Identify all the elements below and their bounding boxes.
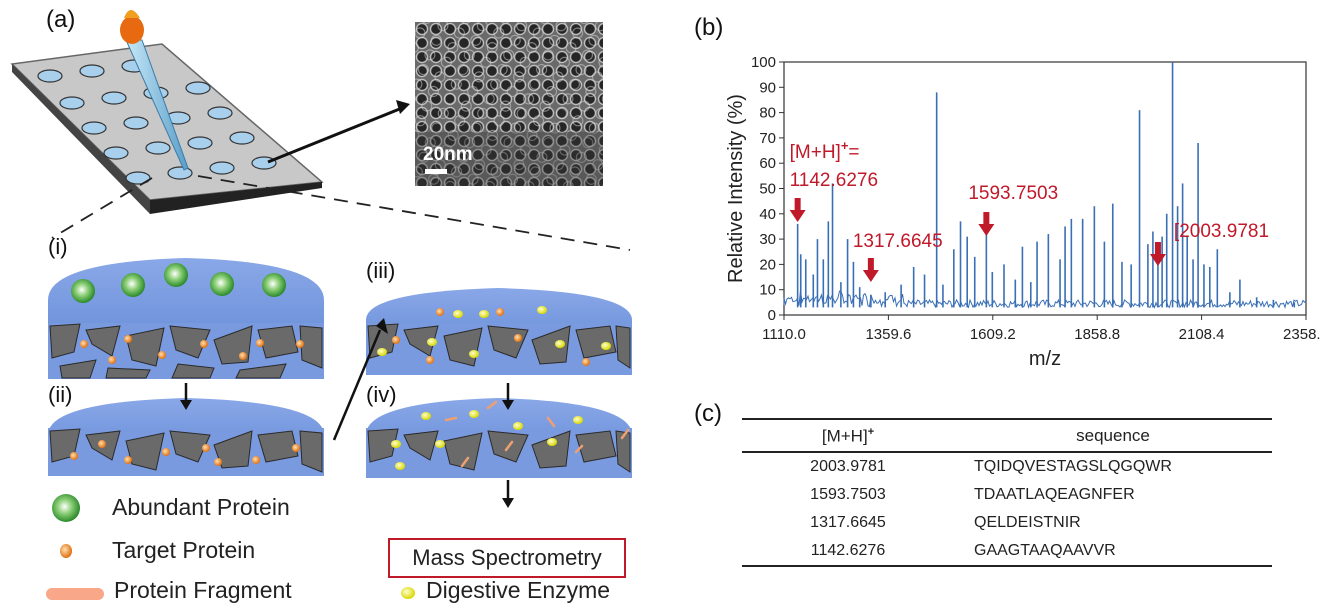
annotation-arrow-shaft: [983, 212, 990, 224]
y-tick-label: 30: [759, 231, 776, 248]
y-tick-label: 40: [759, 206, 776, 223]
y-tick-label: 100: [751, 54, 776, 71]
step-i-drawing: [48, 258, 324, 379]
step-label-i: (i): [48, 234, 68, 259]
peptide-table: [M+H]+ sequence 2003.9781 TQIDQVESTAGSLQG…: [742, 418, 1272, 567]
table-header-row: [M+H]+ sequence: [742, 419, 1272, 452]
scale-bar: [425, 169, 447, 174]
chip-plate-diagram: [10, 10, 632, 600]
tem-arrow: [267, 106, 403, 164]
legend-abundant-protein: Abundant Protein: [112, 494, 290, 520]
cell-mass: 1593.7503: [810, 485, 886, 503]
legend-digestive-enzyme: Digestive Enzyme: [426, 577, 611, 603]
panel-label-b: (b): [694, 14, 724, 41]
tem-micrograph: 20nm: [415, 22, 603, 186]
mass-spectrum-chart: 0 10 20 30 40 50 60 70 80 90 100 1110.0 1359.6 1609.2…: [725, 54, 1320, 370]
x-tick-label: 2108.4: [1179, 326, 1225, 343]
x-axis-label: m/z: [1029, 348, 1061, 370]
legend-target-protein: Target Protein: [112, 537, 256, 563]
table-row: 2003.9781 TQIDQVESTAGSLQGQWR: [742, 452, 1272, 481]
table-row: 1142.6276 GAAGTAAQAAVVR: [742, 537, 1272, 566]
header-mass: [M+H]+: [821, 426, 875, 446]
scale-bar-label: 20nm: [423, 144, 473, 165]
tem-texture: [415, 22, 603, 186]
annotation-arrow-head: [1149, 254, 1166, 266]
header-sequence: sequence: [1076, 426, 1150, 446]
annotation-label: 1142.6276: [790, 170, 878, 191]
annotation-arrow-head: [789, 210, 806, 222]
flow-arrows: [180, 318, 514, 508]
y-tick-label: 0: [768, 307, 776, 324]
cell-sequence: TDAATLAQEAGNFER: [974, 485, 1135, 503]
annotation-label: 1317.6645: [853, 231, 943, 252]
y-tick-label: 80: [759, 105, 776, 122]
annotation-arrow-shaft: [794, 198, 801, 210]
y-tick-label: 70: [759, 130, 776, 147]
x-tick-label: 2358.0: [1283, 326, 1320, 343]
step-ii-drawing: [48, 398, 324, 476]
chart-axes: 0 10 20 30 40 50 60 70 80 90 100 1110.0 1359.6 1609.2…: [725, 54, 1320, 370]
table-row: 1317.6645 QELDEISTNIR: [742, 509, 1272, 537]
spectrum-baseline: [783, 290, 1307, 309]
step-iv-drawing: [366, 398, 632, 478]
annotation-arrow-shaft: [867, 258, 874, 270]
table-body: 2003.9781 TQIDQVESTAGSLQGQWR 1593.7503 TDAA…: [742, 452, 1272, 566]
spectrum-peaks: [783, 62, 1307, 309]
pipette: [120, 10, 189, 171]
annotation-prefix-base: [M+H]: [790, 142, 841, 163]
mass-spectrometry-box: Mass Spectrometry: [388, 538, 626, 578]
annotation-label: [2003.9781: [1174, 221, 1269, 242]
digestive-enzyme-icon: [401, 587, 415, 599]
annotation-arrow-shaft: [1154, 242, 1161, 254]
annotation-prefix-suffix: =: [848, 142, 859, 163]
step-label-ii: (ii): [48, 382, 73, 407]
protein-fragment-icon: [46, 588, 104, 600]
panel-label-c: (c): [694, 400, 722, 427]
peak-annotations: 1142.6276 [M+H]+= 1317.6645 1593.7503 [2003.…: [789, 138, 1269, 282]
annotation-prefix-sup: +: [841, 138, 849, 153]
annotation-label: 1593.7503: [968, 183, 1058, 204]
annotation-arrow-head: [862, 270, 879, 282]
table-row: 1593.7503 TDAATLAQEAGNFER: [742, 481, 1272, 509]
step-label-iii: (iii): [366, 258, 396, 283]
panel-label-a: (a): [46, 6, 76, 33]
y-tick-label: 50: [759, 181, 776, 198]
cell-sequence: TQIDQVESTAGSLQGQWR: [974, 457, 1172, 475]
x-tick-label: 1110.0: [762, 326, 806, 343]
legend-icons: [46, 494, 415, 600]
cell-mass: 1317.6645: [810, 513, 886, 531]
abundant-protein-icon: [52, 494, 80, 522]
annotation-arrow-head: [978, 224, 995, 236]
target-protein-icon: [60, 544, 72, 558]
legend-protein-fragment: Protein Fragment: [114, 577, 292, 603]
y-tick-label: 20: [759, 256, 776, 273]
step-iii-drawing: [366, 288, 632, 375]
x-tick-label: 1858.8: [1074, 326, 1120, 343]
y-tick-label: 90: [759, 79, 776, 96]
cell-mass: 1142.6276: [810, 541, 886, 559]
x-tick-label: 1359.6: [865, 326, 911, 343]
y-tick-label: 60: [759, 155, 776, 172]
mass-spectrometry-label: Mass Spectrometry: [412, 545, 602, 570]
cell-sequence: QELDEISTNIR: [974, 513, 1081, 531]
cell-mass: 2003.9781: [810, 457, 886, 475]
annotation-prefix: [M+H]+=: [790, 138, 860, 163]
step-label-iv: (iv): [366, 382, 397, 407]
y-tick-label: 10: [759, 282, 776, 299]
x-tick-label: 1609.2: [970, 326, 1016, 343]
cell-sequence: GAAGTAAQAAVVR: [974, 541, 1116, 559]
y-axis-label: Relative Intensity (%): [725, 94, 747, 283]
